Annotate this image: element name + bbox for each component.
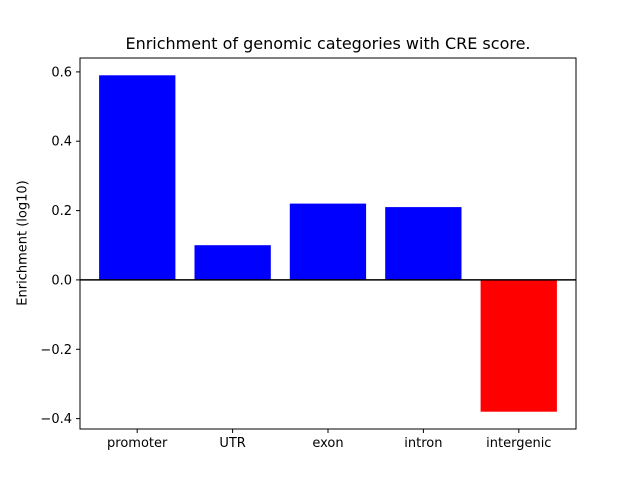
x-tick-label-intergenic: intergenic [486,436,551,451]
y-tick-label: 0.2 [51,204,72,219]
bar-promoter [99,75,176,280]
y-tick-label: 0.4 [51,135,72,150]
x-tick-label-intron: intron [404,436,442,451]
bar-exon [289,203,367,280]
bar-UTR [194,245,271,280]
x-tick-label-promoter: promoter [107,436,168,451]
y-tick-label: −0.2 [40,343,72,358]
y-tick-label: −0.4 [40,412,72,427]
bar-intergenic [480,279,557,412]
bar-intron [385,207,462,280]
y-tick-label: 0.0 [51,273,72,288]
chart-title: Enrichment of genomic categories with CR… [125,34,531,53]
y-axis-label: Enrichment (log10) [15,180,31,306]
x-tick-label-UTR: UTR [219,436,246,451]
y-tick-label: 0.6 [51,65,72,80]
x-tick-label-exon: exon [312,436,343,451]
